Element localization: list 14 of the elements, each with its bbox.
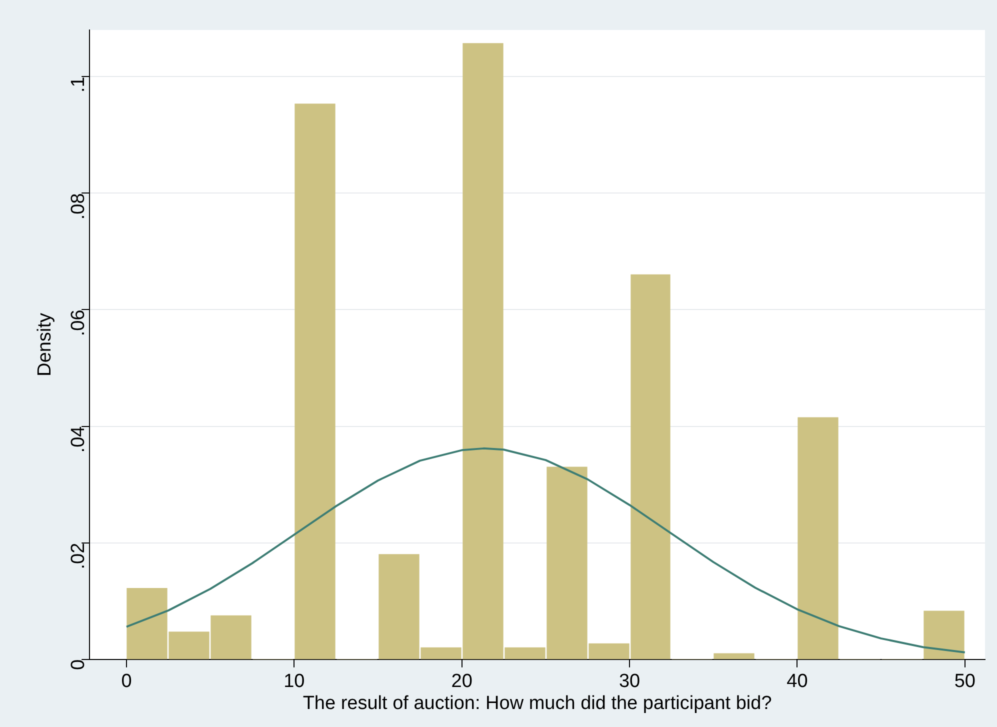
y-tick-label: .02 xyxy=(68,542,89,570)
x-axis-title: The result of auction: How much did the participant bid? xyxy=(302,692,772,714)
x-tick-label: 0 xyxy=(121,671,132,692)
x-tick-label: 30 xyxy=(618,671,640,692)
x-tick-label: 10 xyxy=(284,671,305,692)
y-tick-label: .06 xyxy=(68,310,89,336)
x-tick-label: 50 xyxy=(954,671,976,692)
y-tick-label: 0 xyxy=(68,659,89,670)
y-tick-label: .1 xyxy=(68,76,89,92)
x-tick-label: 20 xyxy=(451,671,472,692)
y-axis-title: Density xyxy=(34,312,56,376)
y-tick-label: .08 xyxy=(68,193,89,220)
x-tick-label: 40 xyxy=(786,671,808,692)
y-tick-label: .04 xyxy=(68,426,89,453)
